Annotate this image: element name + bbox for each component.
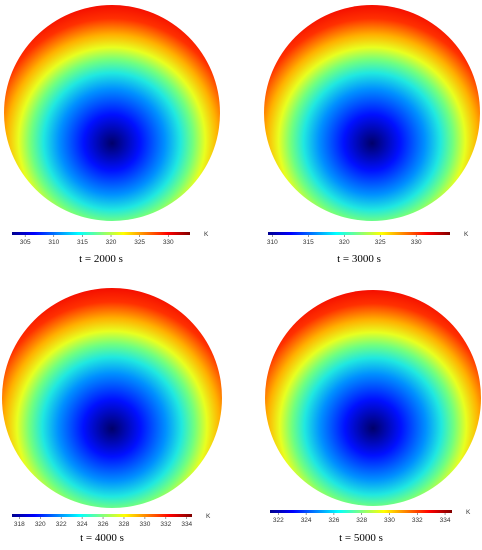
colorbar-tick-label: 322 — [56, 521, 67, 528]
colorbar-tick-label: 325 — [375, 239, 386, 246]
temperature-field — [2, 288, 222, 508]
colorbar-tick-label: 326 — [328, 517, 339, 524]
colorbar-tick-label: 310 — [267, 239, 278, 246]
colorbar-tick-label: 318 — [14, 521, 25, 528]
colorbar-tick-label: 328 — [356, 517, 367, 524]
colorbar-tick-label: 330 — [139, 521, 150, 528]
colorbar-tick-label: 320 — [35, 521, 46, 528]
colorbar — [12, 232, 190, 235]
colorbar-tick-label: 315 — [303, 239, 314, 246]
colorbar-tick-label: 320 — [339, 239, 350, 246]
panel: 305 310 315 320 325 330 Kt = 2000 s — [4, 5, 220, 265]
colorbar-tick-label: 334 — [440, 517, 451, 524]
colorbar-unit: K — [464, 231, 469, 238]
colorbar-tick-label: 330 — [163, 239, 174, 246]
colorbar-tick-label: 310 — [48, 239, 59, 246]
colorbar-unit: K — [466, 509, 471, 516]
colorbar-tick-label: 334 — [181, 521, 192, 528]
colorbar-tick-label: 325 — [134, 239, 145, 246]
colorbar-unit: K — [204, 231, 209, 238]
panel-caption: t = 2000 s — [79, 253, 123, 265]
colorbar-tick-label: 330 — [384, 517, 395, 524]
colorbar-unit: K — [206, 513, 211, 520]
colorbar-tick-label: 322 — [273, 517, 284, 524]
temperature-field — [4, 5, 220, 221]
colorbar-tick-label: 332 — [160, 521, 171, 528]
colorbar-tick-label: 320 — [106, 239, 117, 246]
panel-caption: t = 5000 s — [339, 532, 383, 544]
colorbar-tick-label: 328 — [119, 521, 130, 528]
colorbar-tick-label: 315 — [77, 239, 88, 246]
colorbar-tick-label: 326 — [98, 521, 109, 528]
panel: 310 315 320 325 330 Kt = 3000 s — [264, 5, 480, 265]
colorbar-tick-label: 305 — [20, 239, 31, 246]
colorbar-tick-label: 332 — [412, 517, 423, 524]
colorbar — [268, 232, 450, 235]
panel: 322 324 326 328 330 332 334 Kt = 5000 s — [265, 290, 481, 544]
colorbar-tick-label: 324 — [77, 521, 88, 528]
panel-caption: t = 3000 s — [337, 253, 381, 265]
panel: 318 320 322 324 326 328 330 332 334 Kt = 4000 s — [2, 288, 222, 544]
panel-caption: t = 4000 s — [80, 532, 124, 544]
colorbar — [270, 510, 452, 513]
colorbar-tick-label: 330 — [411, 239, 422, 246]
temperature-field — [265, 290, 481, 506]
colorbar — [12, 514, 192, 517]
colorbar-tick-label: 324 — [301, 517, 312, 524]
temperature-field — [264, 5, 480, 221]
